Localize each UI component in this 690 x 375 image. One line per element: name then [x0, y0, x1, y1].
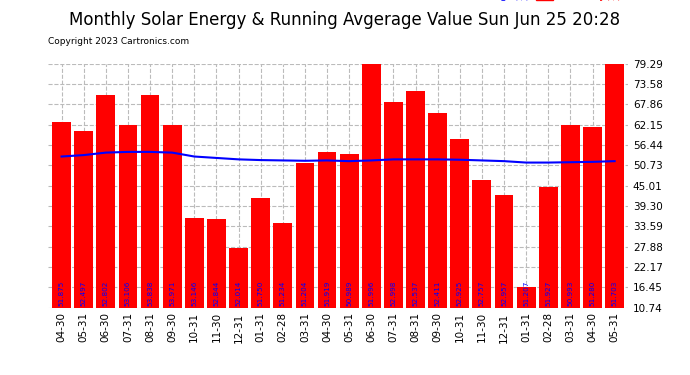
Text: 52.757: 52.757: [479, 281, 485, 306]
Bar: [251, 198, 270, 308]
Text: Monthly Solar Energy & Running Avgerage Value Sun Jun 25 20:28: Monthly Solar Energy & Running Avgerage …: [70, 11, 620, 29]
Bar: [75, 130, 93, 308]
Text: 52.844: 52.844: [213, 281, 219, 306]
Bar: [229, 248, 248, 308]
Text: 52.014: 52.014: [235, 281, 242, 306]
Text: 53.146: 53.146: [191, 281, 197, 306]
Bar: [406, 92, 425, 308]
Bar: [384, 102, 403, 308]
Text: 51.234: 51.234: [279, 281, 286, 306]
Text: 53.971: 53.971: [169, 281, 175, 306]
Text: 50.989: 50.989: [346, 281, 352, 306]
Bar: [119, 125, 137, 308]
Bar: [451, 140, 469, 308]
Text: 51.207: 51.207: [523, 281, 529, 306]
Text: 52.925: 52.925: [457, 281, 463, 306]
Bar: [141, 95, 159, 308]
Text: 50.993: 50.993: [567, 281, 573, 306]
Bar: [561, 125, 580, 308]
Text: 51.750: 51.750: [257, 281, 264, 306]
Bar: [583, 127, 602, 308]
Bar: [428, 113, 447, 308]
Text: 52.537: 52.537: [413, 281, 419, 306]
Text: 52.802: 52.802: [103, 281, 109, 306]
Text: Copyright 2023 Cartronics.com: Copyright 2023 Cartronics.com: [48, 38, 190, 46]
Bar: [163, 125, 181, 308]
Text: 51.280: 51.280: [589, 281, 595, 306]
Bar: [473, 180, 491, 308]
Bar: [273, 223, 292, 308]
Legend: Average($), Monthly($): Average($), Monthly($): [444, 0, 622, 2]
Bar: [295, 163, 315, 308]
Bar: [339, 154, 359, 308]
Bar: [317, 152, 337, 308]
Bar: [605, 64, 624, 308]
Bar: [539, 188, 558, 308]
Text: 52.998: 52.998: [391, 281, 397, 306]
Bar: [52, 122, 71, 308]
Text: 51.996: 51.996: [368, 281, 374, 306]
Text: 52.957: 52.957: [501, 281, 507, 306]
Text: 51.703: 51.703: [611, 281, 618, 306]
Bar: [97, 95, 115, 308]
Text: 51.204: 51.204: [302, 281, 308, 306]
Bar: [362, 63, 381, 308]
Text: 53.838: 53.838: [147, 281, 153, 306]
Bar: [207, 219, 226, 308]
Text: 53.106: 53.106: [125, 281, 131, 306]
Text: 51.927: 51.927: [545, 281, 551, 306]
Text: 51.919: 51.919: [324, 281, 330, 306]
Text: 52.411: 52.411: [435, 281, 441, 306]
Bar: [517, 287, 535, 308]
Text: 52.497: 52.497: [81, 281, 87, 306]
Bar: [495, 195, 513, 308]
Bar: [185, 217, 204, 308]
Text: 51.875: 51.875: [59, 281, 65, 306]
